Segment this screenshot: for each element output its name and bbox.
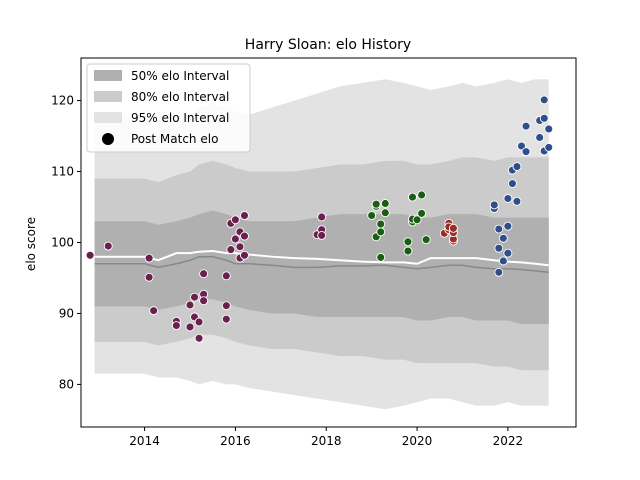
legend-swatch-95	[94, 112, 122, 123]
data-point-blue	[503, 248, 513, 258]
data-point-red	[448, 223, 458, 233]
data-point-green	[380, 208, 390, 218]
data-point-green	[408, 192, 417, 202]
data-point-blue	[503, 221, 513, 231]
y-axis-label: elo score	[24, 217, 38, 271]
data-point-purple	[194, 333, 204, 343]
data-point-purple	[317, 212, 327, 222]
data-point-blue	[539, 113, 549, 123]
data-point-blue	[494, 267, 504, 277]
data-point-blue	[512, 162, 522, 172]
data-point-purple	[240, 211, 249, 220]
legend-label-95: 95% elo Interval	[131, 111, 229, 125]
data-point-purple	[240, 231, 249, 241]
data-point-purple	[144, 253, 154, 263]
x-tick-label: 2018	[311, 434, 342, 448]
legend-label-post-match: Post Match elo	[131, 132, 218, 146]
data-point-blue	[539, 95, 549, 105]
data-point-blue	[507, 179, 517, 189]
legend-box	[86, 63, 251, 153]
x-tick-label: 2022	[493, 434, 524, 448]
legend-marker-post-match	[102, 133, 114, 145]
data-point-green	[421, 235, 431, 245]
data-point-blue	[512, 196, 522, 206]
x-tick-label: 2014	[129, 434, 160, 448]
data-point-purple	[185, 322, 195, 332]
data-point-purple	[149, 306, 159, 316]
legend-swatch-80	[94, 91, 122, 102]
data-point-purple	[190, 292, 199, 302]
data-point-purple	[317, 230, 327, 240]
data-point-blue	[498, 233, 508, 243]
data-point-blue	[494, 243, 504, 253]
data-point-green	[417, 190, 427, 200]
data-point-green	[412, 215, 422, 225]
data-point-purple	[221, 271, 231, 281]
mean-line	[94, 250, 549, 267]
data-point-green	[376, 227, 386, 237]
data-point-purple	[230, 215, 240, 225]
interval-bands	[94, 79, 549, 410]
data-point-purple	[235, 242, 245, 252]
data-point-green	[376, 252, 386, 262]
data-point-green	[367, 211, 377, 220]
data-point-purple	[230, 234, 240, 244]
chart-title: Harry Sloan: elo History	[245, 37, 411, 53]
data-point-green	[376, 219, 386, 229]
post-match-points	[85, 95, 554, 343]
data-point-blue	[544, 124, 554, 134]
data-point-blue	[517, 141, 526, 151]
x-axis-ticks: 2014 2016 2018 2020 2022	[129, 427, 523, 448]
data-point-purple	[221, 314, 231, 324]
data-point-blue	[521, 147, 531, 157]
data-point-purple	[185, 300, 195, 310]
y-axis-ticks: 80 90 100 110 120	[51, 94, 81, 391]
data-point-blue	[544, 142, 554, 152]
legend-label-50: 50% elo Interval	[131, 69, 229, 83]
legend: 50% elo Interval 80% elo Interval 95% el…	[86, 63, 251, 153]
y-tick-label: 110	[51, 165, 74, 179]
data-point-purple	[199, 296, 209, 306]
data-point-green	[380, 199, 390, 208]
data-point-purple	[144, 272, 154, 282]
legend-swatch-50	[94, 70, 122, 81]
data-point-green	[371, 199, 381, 209]
data-point-blue	[494, 224, 504, 234]
data-point-green	[403, 246, 413, 256]
trend-lines	[94, 250, 549, 274]
data-point-purple	[103, 241, 113, 251]
data-point-purple	[226, 245, 236, 255]
data-point-green	[417, 208, 427, 218]
y-tick-label: 120	[51, 94, 74, 108]
y-tick-label: 90	[59, 306, 74, 320]
data-point-blue	[535, 133, 545, 142]
data-point-purple	[240, 250, 249, 260]
x-tick-label: 2016	[220, 434, 251, 448]
x-tick-label: 2020	[402, 434, 433, 448]
median-line	[94, 255, 549, 274]
y-tick-label: 100	[51, 236, 74, 250]
legend-label-80: 80% elo Interval	[131, 90, 229, 104]
data-point-purple	[221, 301, 231, 311]
data-point-blue	[498, 256, 508, 266]
data-point-purple	[171, 321, 181, 330]
data-point-blue	[503, 194, 513, 203]
data-point-purple	[199, 269, 209, 279]
data-point-green	[403, 237, 413, 247]
data-point-purple	[85, 250, 95, 260]
y-tick-label: 80	[59, 377, 74, 391]
data-point-blue	[489, 200, 499, 210]
data-point-purple	[194, 317, 204, 327]
data-point-blue	[521, 121, 531, 131]
